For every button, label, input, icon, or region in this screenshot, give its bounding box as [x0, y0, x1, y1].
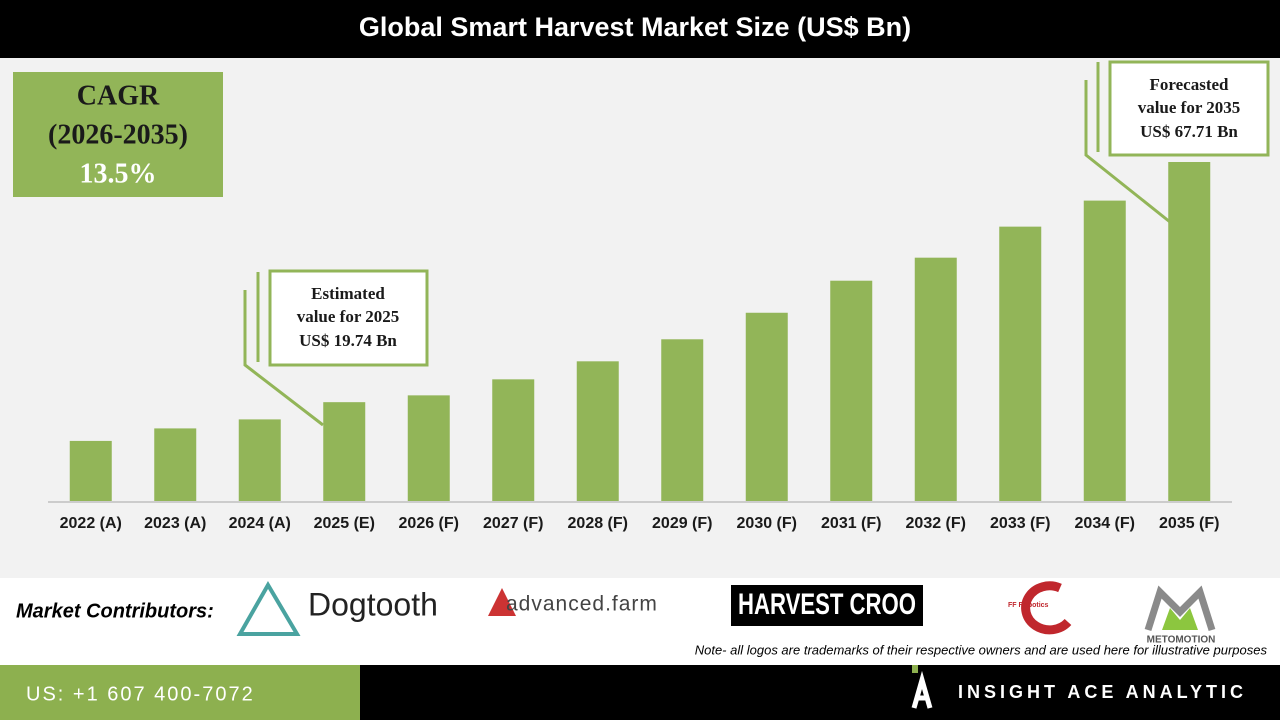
x-tick-label: 2033 (F)	[990, 515, 1050, 532]
logo-icon	[1144, 585, 1216, 632]
annotation-line: value for 2025	[297, 307, 400, 326]
bar	[745, 312, 788, 501]
x-tick-label: 2027 (F)	[483, 515, 543, 532]
leader	[1084, 80, 1171, 224]
logo-icon	[1021, 581, 1072, 635]
bar	[830, 280, 873, 501]
bar	[69, 440, 112, 501]
bar	[1083, 200, 1126, 501]
brand-icon	[911, 670, 933, 709]
bar	[576, 361, 619, 501]
logo-icon	[236, 581, 301, 636]
callout-box	[268, 269, 429, 367]
logo-icon	[1162, 608, 1198, 630]
logo: METOMOTION	[1147, 635, 1216, 646]
annotation-line: Forecasted	[1150, 75, 1230, 94]
leader	[243, 290, 324, 427]
logo: Dogtooth	[308, 586, 438, 622]
x-tick-label: 2034 (F)	[1075, 515, 1135, 532]
annotation-line: US$ 19.74 Bn	[299, 331, 397, 350]
bar	[323, 402, 366, 501]
x-tick-label: 2029 (F)	[652, 515, 712, 532]
bar	[914, 257, 957, 501]
x-tick-label: 2032 (F)	[906, 515, 966, 532]
x-tick-label: 2030 (F)	[737, 515, 797, 532]
x-tick-label: 2028 (F)	[568, 515, 628, 532]
bar	[1168, 162, 1211, 501]
annotation-line: Estimated	[311, 284, 385, 303]
x-tick-label: 2023 (A)	[144, 515, 206, 532]
annotation-line: value for 2035	[1138, 98, 1241, 117]
cagr-label: CAGR	[77, 80, 160, 111]
phone: US: +1 607 400-7072	[26, 683, 255, 705]
x-tick-label: 2035 (F)	[1159, 515, 1219, 532]
header-bar	[0, 0, 1280, 58]
footer-right	[360, 665, 1280, 720]
logo-box	[731, 585, 923, 626]
callout-box	[1108, 60, 1270, 157]
note: Note- all logos are trademarks of their …	[695, 642, 1268, 657]
bar	[492, 379, 535, 501]
logo: FF Robotics	[1008, 602, 1049, 609]
x-tick-label: 2022 (A)	[60, 515, 122, 532]
bar	[407, 395, 450, 501]
footer-left	[0, 665, 360, 720]
x-tick-label: 2024 (A)	[229, 515, 291, 532]
chart-title: Global Smart Harvest Market Size (US$ Bn…	[359, 12, 911, 42]
x-tick-label: 2025 (E)	[314, 515, 375, 532]
callout-leaders	[243, 62, 1171, 427]
brand-icon	[912, 665, 918, 673]
brand: INSIGHT ACE ANALYTIC	[958, 682, 1247, 702]
x-tick-label: 2026 (F)	[399, 515, 459, 532]
cagr-value: 13.5%	[80, 158, 157, 189]
logo: HARVEST CROO	[738, 588, 916, 621]
bar	[999, 226, 1042, 501]
annotation-line: US$ 67.71 Bn	[1140, 122, 1238, 141]
logo-icon	[488, 588, 516, 616]
x-tick-label: 2031 (F)	[821, 515, 881, 532]
cagr-box	[13, 72, 223, 197]
cagr-period: (2026-2035)	[48, 119, 188, 150]
bar	[238, 419, 281, 501]
bar	[661, 339, 704, 501]
bar	[154, 428, 197, 501]
logo: advanced.farm	[506, 593, 658, 616]
contributors-label: Market Contributors:	[16, 600, 214, 622]
